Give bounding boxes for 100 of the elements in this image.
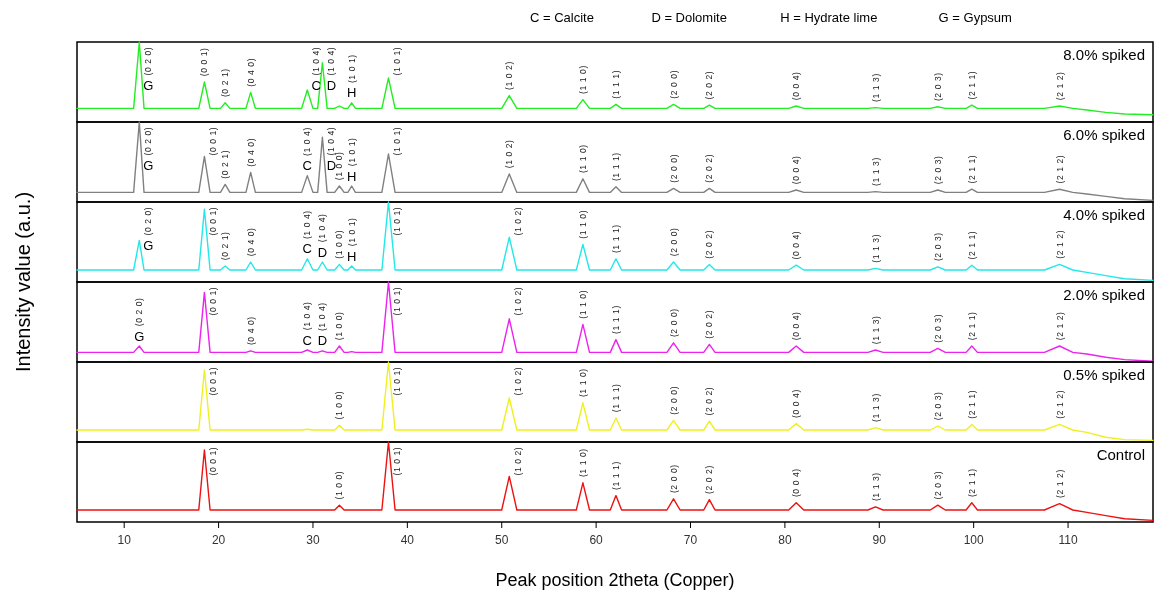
annotation: (0 0 1) — [208, 206, 219, 236]
chart-title: Control — [1096, 446, 1145, 463]
annotation: H — [346, 85, 357, 101]
annotation: H — [346, 248, 357, 264]
annotation: (2 1 2) — [1054, 389, 1065, 419]
x-tick-label: 50 — [495, 533, 509, 547]
chart-title: 0.5% spiked — [1063, 366, 1145, 383]
annotation: (2 0 2) — [704, 229, 715, 259]
annotation: (1 1 0) — [577, 368, 588, 398]
annotation: D — [326, 77, 337, 93]
annotation: (1 1 3) — [870, 233, 881, 263]
x-axis-title: Peak position 2theta (Copper) — [495, 570, 735, 590]
x-tick-label: 70 — [683, 533, 698, 547]
annotation: (0 2 0) — [134, 297, 145, 327]
annotation: (1 1 3) — [870, 157, 881, 186]
annotation: (1 1 3) — [870, 315, 881, 345]
annotation: (1 0 4) — [317, 302, 328, 332]
annotation: (1 1 3) — [870, 393, 881, 422]
annotation: (1 1 0) — [577, 289, 588, 319]
chart-title: 6.0% spiked — [1063, 126, 1145, 143]
annotation: (1 0 4) — [302, 301, 313, 331]
x-tick-label: 90 — [872, 533, 887, 547]
annotation: (1 1 0) — [577, 65, 588, 94]
annotation: (2 0 0) — [668, 308, 679, 338]
annotation: (2 0 3) — [932, 232, 943, 262]
annotation: (1 1 1) — [610, 461, 621, 490]
y-axis-title: Intensity value (a.u.) — [12, 191, 34, 373]
annotation: (1 0 4) — [326, 46, 337, 76]
annotation: (2 1 1) — [966, 468, 977, 498]
annotation: (0 0 1) — [208, 446, 219, 476]
annotation: (0 0 1) — [208, 366, 219, 396]
annotation: (2 1 2) — [1054, 229, 1065, 259]
annotation: (0 4 0) — [245, 137, 256, 167]
annotation: (1 1 0) — [577, 209, 588, 239]
annotation: (0 0 4) — [791, 230, 802, 260]
annotation: (1 0 2) — [513, 286, 524, 316]
annotation: (2 0 0) — [668, 464, 679, 494]
annotation: C — [302, 241, 312, 257]
annotation: (1 1 3) — [870, 73, 881, 102]
annotation: (2 0 0) — [668, 227, 679, 257]
annotation: (1 0 2) — [504, 61, 515, 90]
annotation: (2 1 2) — [1054, 469, 1065, 498]
annotation: H — [346, 168, 357, 184]
annotation: (0 0 1) — [208, 286, 219, 316]
annotation: (1 0 1) — [392, 366, 403, 396]
annotation: (1 0 1) — [392, 446, 403, 476]
annotation: (1 0 2) — [513, 446, 524, 476]
annotation: (1 1 3) — [870, 472, 881, 502]
annotation: C — [311, 77, 321, 93]
annotation: (2 0 3) — [932, 72, 943, 102]
text: G = Gypsum — [938, 10, 1012, 25]
annotation: (2 0 0) — [668, 385, 679, 415]
annotation: (1 0 0) — [334, 311, 345, 341]
annotation: (1 0 0) — [334, 229, 345, 259]
annotation: G — [143, 237, 154, 253]
annotation: (0 0 4) — [791, 155, 802, 185]
annotation: (1 0 1) — [346, 54, 357, 84]
annotation: G — [143, 77, 154, 93]
annotation: (1 0 1) — [392, 126, 403, 156]
annotation: (1 0 0) — [334, 390, 345, 420]
annotation: (1 0 1) — [346, 137, 357, 167]
annotation: (2 1 2) — [1054, 311, 1065, 341]
annotation: (2 0 0) — [668, 69, 679, 99]
annotation: (1 0 2) — [504, 139, 515, 169]
annotation: (2 0 3) — [932, 470, 943, 500]
annotation: (0 2 1) — [220, 149, 231, 179]
annotation: (0 2 1) — [220, 68, 231, 98]
annotation: C — [302, 332, 312, 348]
chart-title: 2.0% spiked — [1063, 286, 1145, 303]
annotation: (0 0 4) — [791, 468, 802, 498]
annotation: (2 0 2) — [704, 465, 715, 494]
x-tick-label: 80 — [778, 533, 792, 547]
annotation: (1 0 4) — [302, 127, 313, 156]
x-tick-label: 100 — [963, 533, 984, 547]
annotation: (0 2 0) — [143, 126, 154, 156]
annotation: (2 0 3) — [932, 391, 943, 421]
text: D = Dolomite — [651, 10, 727, 25]
annotation: (1 1 1) — [610, 383, 621, 413]
annotation: (0 0 4) — [791, 311, 802, 341]
annotation: (0 2 0) — [143, 46, 154, 76]
text: C = Calcite — [530, 10, 594, 25]
annotation: (2 0 2) — [704, 309, 715, 339]
annotation: (0 4 0) — [245, 57, 256, 87]
annotation: (0 0 1) — [208, 126, 219, 156]
annotation: (1 1 0) — [577, 448, 588, 478]
annotation: (2 1 2) — [1054, 154, 1065, 184]
annotation: (2 0 0) — [668, 153, 679, 183]
annotation: (2 0 2) — [704, 70, 715, 100]
x-tick-label: 30 — [306, 533, 320, 547]
text: H = Hydrate lime — [780, 10, 878, 25]
annotation: (0 2 1) — [220, 231, 231, 261]
annotation: G — [134, 328, 145, 344]
annotation: (2 1 1) — [966, 230, 977, 260]
annotation: (0 4 0) — [245, 227, 256, 257]
chart-title: 4.0% spiked — [1063, 206, 1145, 223]
annotation: (1 0 1) — [392, 206, 403, 236]
annotation: (2 1 1) — [966, 389, 977, 419]
annotation: (2 1 1) — [966, 311, 977, 341]
annotation: (0 0 4) — [791, 389, 802, 418]
x-tick-label: 20 — [211, 533, 226, 547]
